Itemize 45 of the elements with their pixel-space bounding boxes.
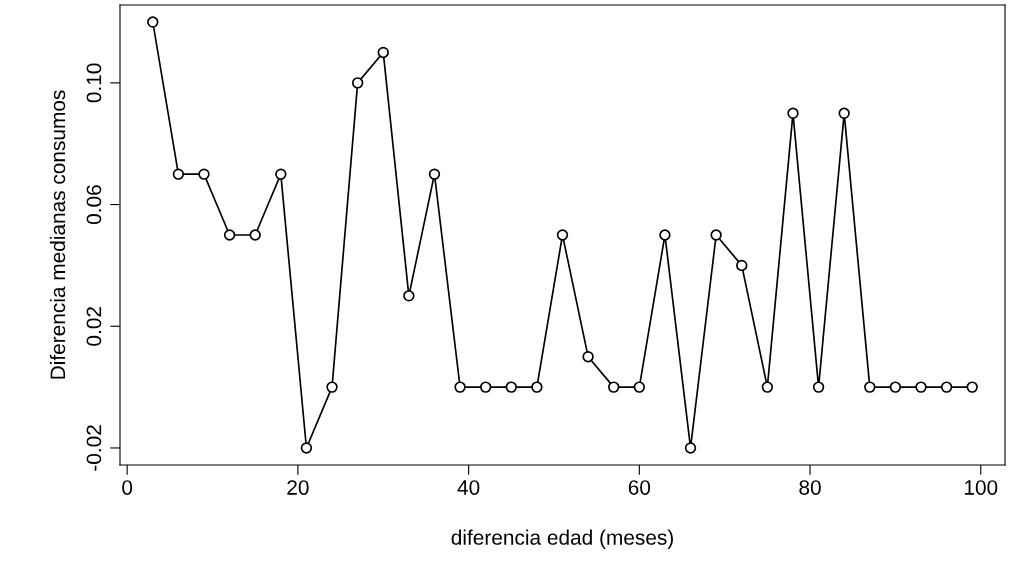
point (172, 168, 185, 180)
point (761, 381, 774, 393)
point (710, 229, 722, 241)
y-tick-label: -0.02 (86, 425, 102, 471)
point (915, 381, 927, 393)
point (736, 259, 748, 272)
y-tick-label: 0.06 (86, 185, 102, 225)
point (198, 168, 210, 180)
point (889, 381, 902, 393)
point (300, 442, 313, 454)
point (966, 381, 978, 393)
point (633, 381, 646, 393)
point (275, 168, 287, 180)
point (582, 350, 594, 363)
point (505, 381, 517, 393)
y-tick-label: 0.10 (86, 63, 102, 103)
point (684, 442, 697, 454)
point (556, 229, 569, 241)
point (428, 168, 441, 180)
point (249, 229, 261, 241)
point (326, 381, 338, 393)
point (940, 381, 953, 393)
x-axis-title: diferencia edad (meses) (451, 529, 673, 549)
x-tick-label: 80 (799, 480, 821, 495)
x-tick-label: 40 (457, 480, 480, 495)
point (147, 16, 159, 28)
x-tick-label: 20 (287, 480, 309, 495)
point (838, 107, 850, 120)
point (608, 381, 620, 393)
x-tick-label: 60 (628, 480, 651, 495)
point (403, 290, 415, 302)
point (531, 381, 543, 393)
y-axis-title: Diferencia medianas consumos (49, 90, 66, 379)
point (223, 229, 236, 241)
point (659, 229, 671, 241)
point (812, 381, 825, 393)
x-tick-label: 100 (964, 480, 998, 495)
point (479, 381, 492, 393)
point (454, 381, 466, 393)
x-tick-label: 0 (122, 480, 133, 495)
point (351, 77, 364, 89)
point (787, 107, 799, 120)
point (377, 46, 389, 59)
point (864, 381, 876, 393)
y-tick-label: 0.02 (86, 307, 102, 346)
